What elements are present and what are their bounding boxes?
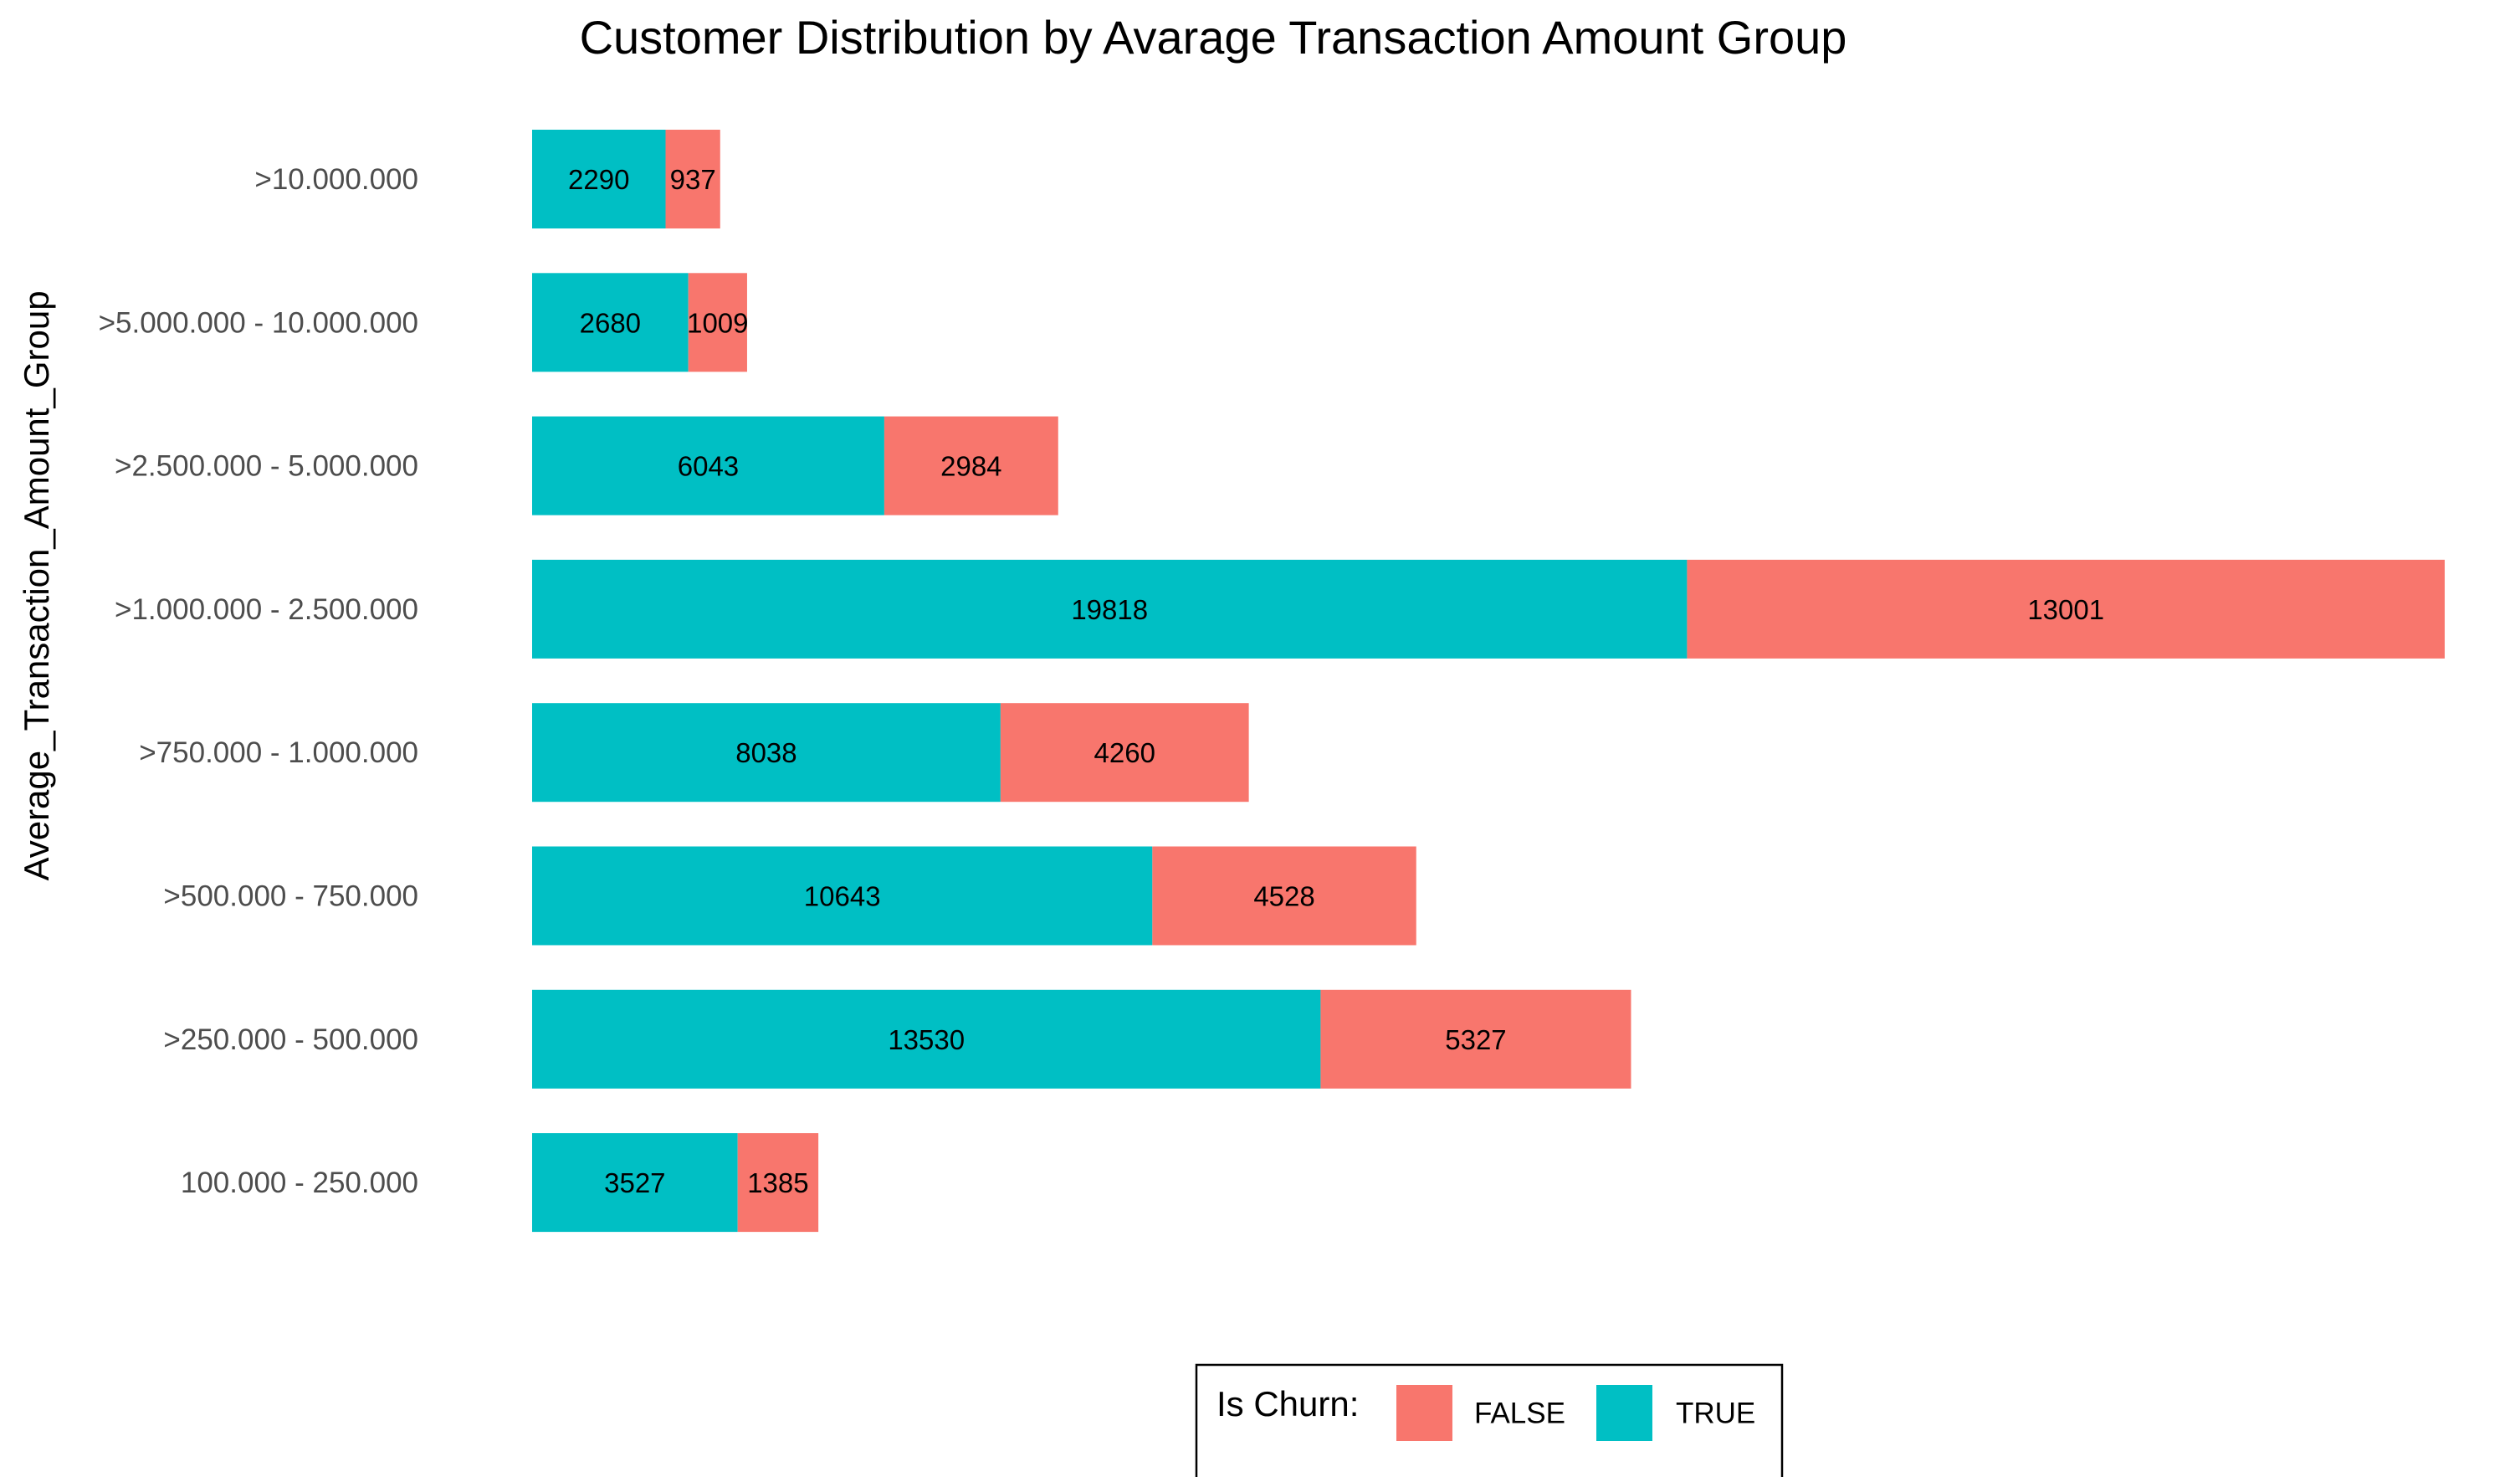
- bar-true: [532, 273, 689, 372]
- legend: Is Churn: FALSE TRUE: [1195, 1363, 1784, 1477]
- legend-title: Is Churn:: [1216, 1384, 1359, 1423]
- y-tick-label: >750.000 - 1.000.000: [139, 736, 418, 769]
- legend-key-false: [1396, 1385, 1452, 1441]
- bar-true: [532, 559, 1688, 659]
- bars: [532, 130, 2445, 1233]
- bar-value-label: 13530: [888, 1024, 965, 1055]
- bar-data-labels: 2290 937 2680 1009 6043 2984 19818 13001 8038 426…: [568, 164, 2104, 1198]
- bar-true: [532, 703, 1001, 803]
- bar-value-label: 10643: [804, 881, 881, 912]
- bar-value-label: 2984: [940, 451, 1001, 482]
- bar-false: [884, 416, 1058, 515]
- bar-false: [688, 273, 747, 372]
- bar-false: [1320, 989, 1631, 1089]
- bar-value-label: 1009: [687, 307, 748, 338]
- bar-true: [532, 846, 1153, 946]
- bar-false: [1000, 703, 1249, 803]
- bar-value-label: 19818: [1071, 594, 1148, 625]
- legend-label-true: TRUE: [1676, 1398, 1755, 1430]
- bar-value-label: 13001: [2027, 594, 2104, 625]
- chart-title: Customer Distribution by Avarage Transac…: [580, 11, 1847, 64]
- bar-true: [532, 1133, 738, 1233]
- bar-true: [532, 989, 1321, 1089]
- bar-false: [737, 1133, 819, 1233]
- y-tick-label: >500.000 - 750.000: [163, 880, 418, 913]
- y-tick-label: >1.000.000 - 2.500.000: [115, 593, 418, 626]
- y-tick-label: >10.000.000: [254, 163, 418, 196]
- legend-items: FALSE TRUE: [1396, 1385, 1755, 1441]
- y-tick-label: >2.500.000 - 5.000.000: [115, 450, 418, 483]
- bar-value-label: 4260: [1094, 737, 1155, 768]
- bar-value-label: 937: [670, 164, 716, 195]
- y-tick-label: 100.000 - 250.000: [181, 1167, 418, 1199]
- legend-label-false: FALSE: [1474, 1398, 1565, 1430]
- bar-value-label: 1385: [747, 1167, 808, 1198]
- legend-box: [1195, 1363, 1784, 1477]
- bar-true: [532, 130, 666, 228]
- bar-value-label: 2290: [568, 164, 629, 195]
- bar-value-label: 4528: [1253, 881, 1314, 912]
- bar-value-label: 3527: [604, 1167, 665, 1198]
- bar-value-label: 2680: [580, 307, 641, 338]
- y-axis-title: Average_Transaction_Amount_Group: [17, 290, 56, 880]
- y-tick-label: >5.000.000 - 10.000.000: [99, 306, 418, 339]
- bar-false: [665, 130, 720, 228]
- legend-key-true: [1596, 1385, 1652, 1441]
- bar-value-label: 6043: [678, 451, 739, 482]
- y-tick-label: >250.000 - 500.000: [163, 1023, 418, 1056]
- bar-value-label: 5327: [1445, 1024, 1506, 1055]
- y-axis-tick-labels: >10.000.000 >5.000.000 - 10.000.000 >2.500…: [99, 163, 418, 1199]
- bar-true: [532, 416, 884, 515]
- bar-false: [1687, 559, 2445, 659]
- bar-value-label: 8038: [735, 737, 796, 768]
- bar-false: [1152, 846, 1416, 946]
